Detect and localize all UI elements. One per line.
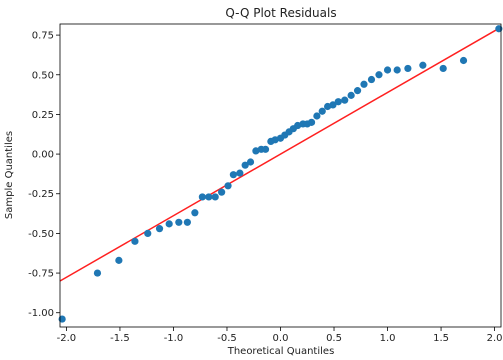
data-point — [353, 87, 362, 95]
x-tick-label: -1.0 — [164, 333, 184, 344]
data-point — [261, 145, 270, 153]
data-point — [211, 193, 219, 201]
data-point — [341, 96, 349, 104]
data-point — [439, 64, 447, 73]
data-point — [224, 182, 232, 190]
data-point — [205, 193, 213, 201]
y-tick-label: 0.25 — [32, 110, 54, 121]
y-tick-label: -0.75 — [28, 269, 54, 280]
data-point — [155, 225, 164, 233]
data-point — [347, 91, 355, 99]
data-point — [404, 64, 412, 73]
data-point — [329, 101, 337, 109]
x-tick-label: 1.5 — [433, 333, 449, 344]
data-point — [183, 218, 191, 226]
y-axis-ticks: -1.00 -0.75 -0.50 -0.25 0.00 0.25 0.50 0.75 — [28, 31, 60, 319]
plot-area-frame — [59, 23, 502, 328]
data-point — [191, 209, 199, 217]
x-axis-title: Theoretical Quantiles — [227, 346, 335, 357]
data-point — [334, 98, 342, 106]
data-point — [229, 171, 238, 179]
y-tick-label: -1.00 — [28, 308, 54, 319]
data-point — [383, 66, 392, 74]
y-tick-label: -0.50 — [28, 229, 54, 240]
data-point — [360, 80, 368, 88]
y-tick-label: 0.50 — [32, 70, 54, 81]
data-point — [393, 66, 401, 74]
reference-line — [59, 26, 502, 282]
x-tick-label: -0.5 — [217, 333, 237, 344]
x-tick-label: 2.0 — [487, 333, 503, 344]
data-point — [93, 269, 102, 277]
x-tick-label: 1.0 — [380, 333, 396, 344]
data-point — [175, 218, 183, 226]
data-point — [246, 158, 255, 166]
y-tick-label: -0.25 — [28, 189, 54, 200]
data-point — [115, 256, 123, 264]
data-points-layer — [58, 25, 503, 323]
data-point — [165, 220, 173, 228]
data-point — [459, 56, 468, 65]
data-point — [241, 161, 249, 169]
data-point — [375, 71, 383, 79]
data-point — [313, 112, 321, 120]
x-axis-ticks: -2.0 -1.5 -1.0 -0.5 0.0 0.5 1.0 1.5 2.0 — [57, 327, 503, 344]
data-point — [318, 107, 326, 115]
x-tick-label: -1.5 — [110, 333, 130, 344]
y-tick-label: 0.00 — [32, 150, 54, 161]
data-point — [218, 188, 226, 196]
data-point — [307, 118, 316, 126]
x-tick-label: -2.0 — [57, 333, 77, 344]
y-axis-title: Sample Quantiles — [4, 131, 15, 219]
x-tick-label: 0.5 — [326, 333, 342, 344]
data-point — [131, 237, 139, 245]
data-point — [419, 61, 427, 69]
y-tick-label: 0.75 — [32, 31, 54, 42]
data-point — [198, 193, 206, 201]
reference-line-layer — [59, 26, 502, 282]
data-point — [144, 229, 152, 238]
data-point — [236, 169, 244, 177]
data-point — [367, 75, 376, 84]
x-tick-label: 0.0 — [273, 333, 289, 344]
chart-title: Q-Q Plot Residuals — [225, 6, 336, 20]
